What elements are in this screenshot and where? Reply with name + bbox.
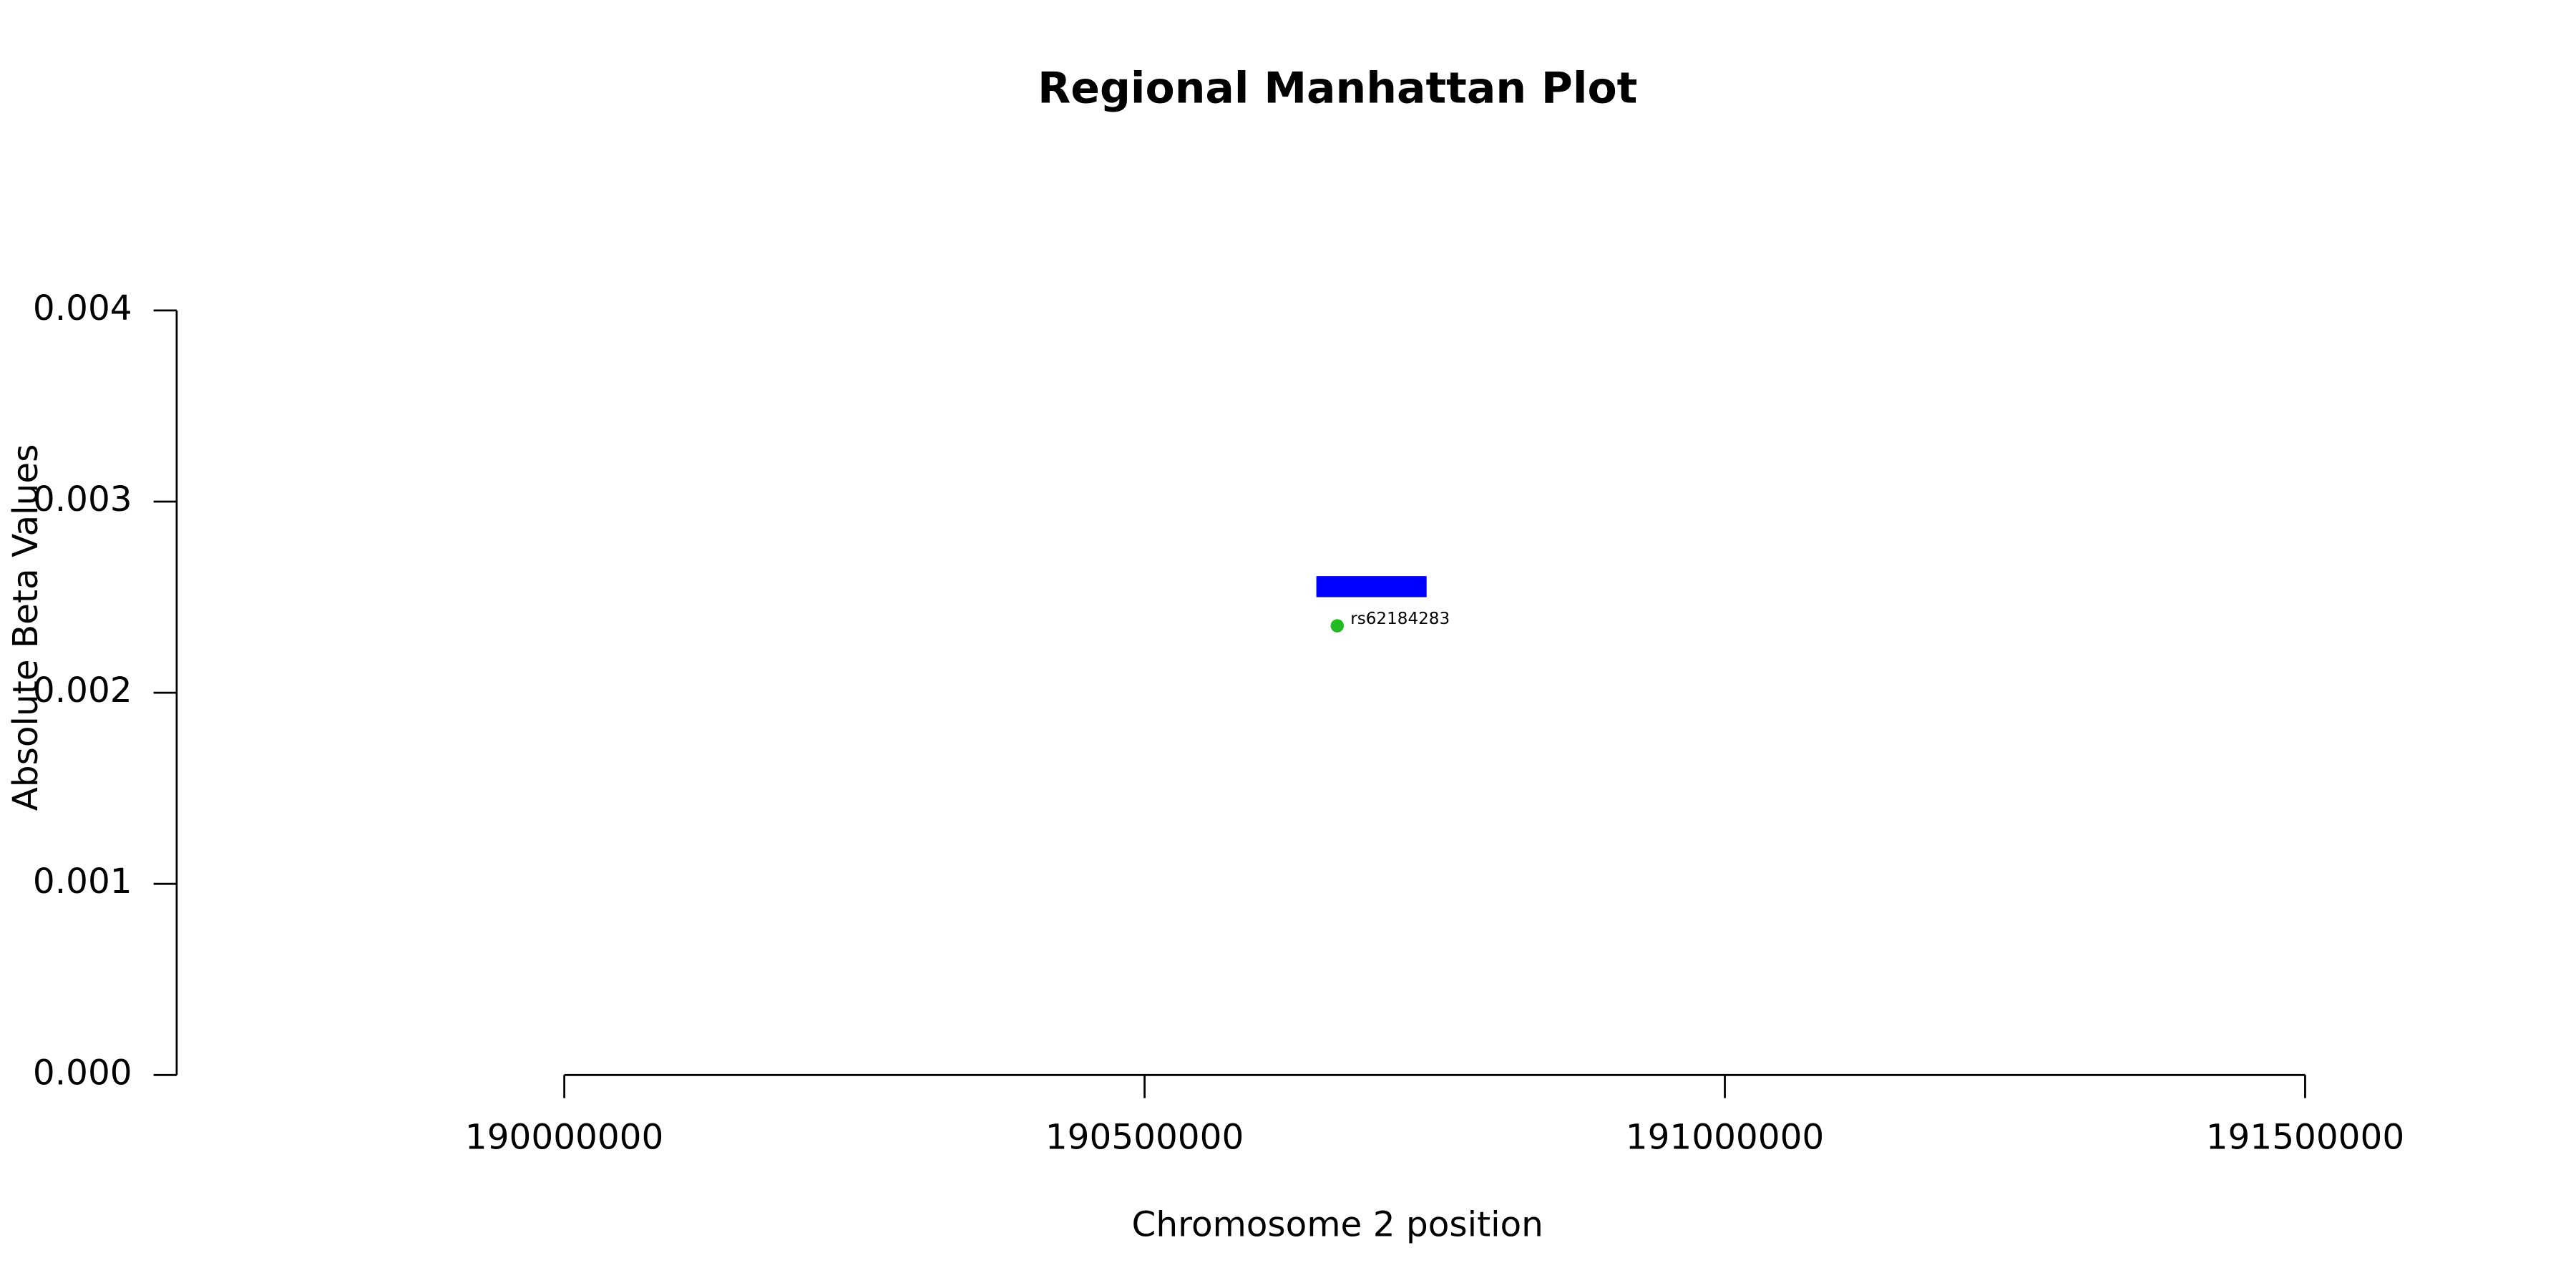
y-tick-label: 0.001 xyxy=(33,862,132,902)
snp-label: rs62184283 xyxy=(1350,610,1450,628)
gene-region xyxy=(1316,576,1427,597)
y-axis-label: Absolute Beta Values xyxy=(6,444,46,811)
x-axis-label: Chromosome 2 position xyxy=(1132,1205,1543,1245)
x-tick-label: 191000000 xyxy=(1626,1117,1824,1157)
y-tick-label: 0.003 xyxy=(33,479,132,519)
y-tick-label: 0.000 xyxy=(33,1053,132,1093)
y-tick-label: 0.004 xyxy=(33,288,132,328)
x-tick-label: 190500000 xyxy=(1045,1117,1244,1157)
y-tick-label: 0.002 xyxy=(33,670,132,711)
snp-point xyxy=(1330,619,1345,633)
chart-title: Regional Manhattan Plot xyxy=(1038,64,1637,114)
x-tick-label: 191500000 xyxy=(2206,1117,2404,1157)
x-tick-label: 190000000 xyxy=(465,1117,663,1157)
